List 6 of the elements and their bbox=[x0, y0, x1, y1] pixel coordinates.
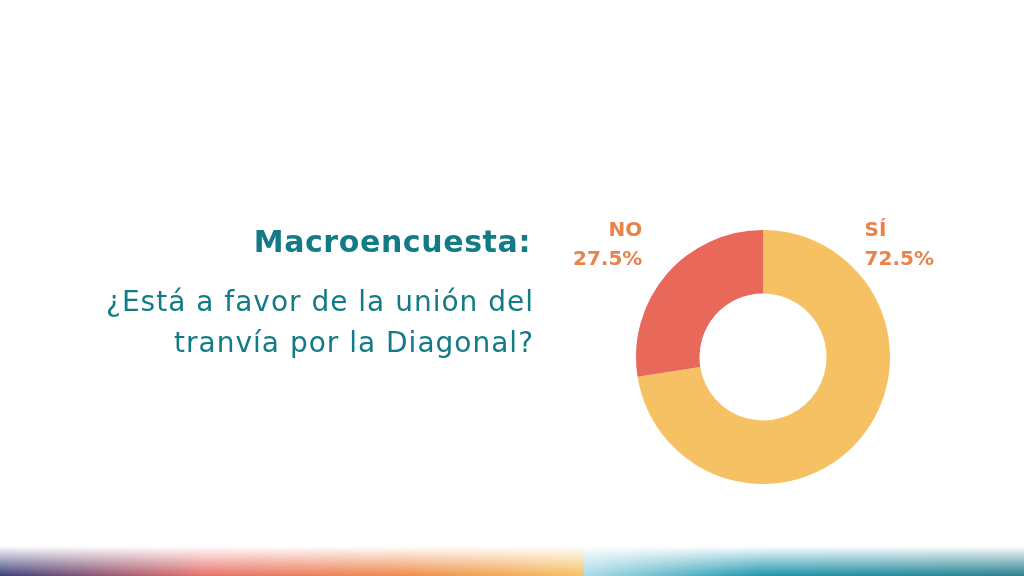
text: ¿Está a favor de la unión del tranvía por la Diagonal? bbox=[105, 284, 534, 361]
data-label: 72.5% bbox=[864, 246, 934, 270]
data-label: 27.5% bbox=[572, 246, 643, 270]
slice-label: SÍ bbox=[864, 217, 887, 241]
slice-label: NO bbox=[608, 217, 643, 241]
chart-title: Macroencuesta: bbox=[253, 224, 531, 259]
